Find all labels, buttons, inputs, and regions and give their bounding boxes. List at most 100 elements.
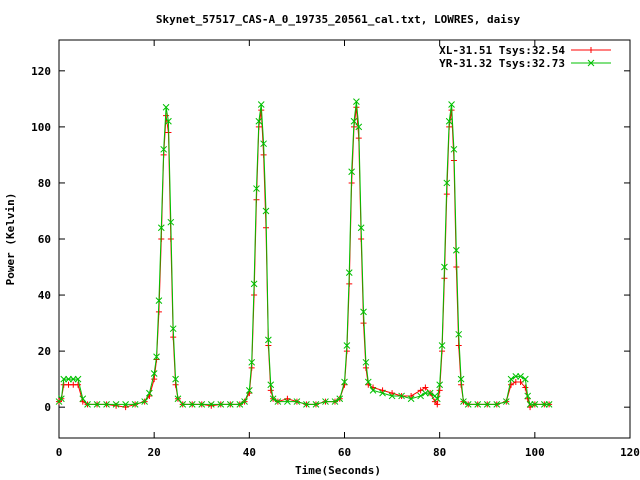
data-point bbox=[172, 375, 179, 383]
series-layer bbox=[55, 98, 553, 411]
x-tick-label: 0 bbox=[56, 446, 63, 459]
data-point bbox=[438, 342, 446, 349]
data-point bbox=[167, 218, 175, 226]
data-point bbox=[389, 390, 396, 397]
data-point bbox=[526, 401, 534, 408]
data-point bbox=[250, 280, 258, 288]
data-point bbox=[217, 401, 225, 408]
data-point bbox=[122, 401, 129, 408]
data-point bbox=[141, 398, 149, 405]
data-point bbox=[303, 401, 310, 408]
data-point bbox=[448, 101, 455, 108]
data-point bbox=[545, 401, 553, 408]
data-point bbox=[150, 370, 158, 377]
data-point bbox=[341, 378, 348, 386]
data-point bbox=[131, 401, 139, 408]
data-point bbox=[474, 401, 482, 408]
data-point bbox=[522, 384, 529, 391]
data-point bbox=[517, 372, 524, 380]
legend-marker bbox=[587, 59, 595, 67]
data-point bbox=[245, 386, 253, 394]
data-point bbox=[336, 395, 344, 403]
data-point bbox=[364, 378, 372, 386]
data-point bbox=[407, 395, 415, 403]
data-point bbox=[265, 336, 272, 344]
data-point bbox=[436, 381, 444, 389]
data-point bbox=[155, 297, 163, 305]
legend-swatch-xl bbox=[571, 47, 611, 53]
data-point bbox=[79, 395, 87, 403]
data-point bbox=[179, 401, 187, 408]
data-point bbox=[369, 386, 377, 394]
data-point bbox=[75, 381, 82, 388]
data-point bbox=[153, 353, 160, 361]
data-point bbox=[357, 224, 365, 232]
data-point bbox=[426, 389, 434, 397]
y-tick-label: 80 bbox=[38, 177, 51, 190]
data-point bbox=[293, 398, 301, 405]
data-point bbox=[255, 117, 263, 125]
data-point bbox=[188, 401, 196, 408]
data-point bbox=[450, 145, 458, 153]
data-point bbox=[322, 398, 329, 405]
data-point bbox=[267, 387, 274, 394]
data-point bbox=[362, 358, 370, 366]
data-point bbox=[521, 375, 529, 383]
x-tick-label: 40 bbox=[243, 446, 256, 459]
data-point bbox=[379, 389, 386, 397]
x-axis-label: Time(Seconds) bbox=[295, 464, 381, 477]
data-point bbox=[253, 185, 260, 192]
series-yr bbox=[55, 98, 553, 408]
chart-title: Skynet_57517_CAS-A_0_19735_20561_cal.txt… bbox=[156, 13, 521, 26]
data-point bbox=[162, 103, 170, 111]
data-point bbox=[269, 395, 277, 403]
data-point bbox=[531, 401, 539, 408]
data-point bbox=[353, 98, 360, 106]
data-point bbox=[60, 375, 68, 383]
y-tick-label: 100 bbox=[31, 121, 51, 134]
data-point bbox=[284, 398, 291, 405]
data-point bbox=[502, 398, 510, 405]
data-point bbox=[379, 387, 386, 394]
x-tick-label: 120 bbox=[620, 446, 640, 459]
data-point bbox=[422, 384, 429, 391]
data-point bbox=[331, 398, 339, 405]
data-point bbox=[398, 392, 405, 400]
data-point bbox=[241, 398, 248, 405]
data-point bbox=[84, 401, 91, 408]
data-point bbox=[460, 398, 467, 405]
y-tick-label: 60 bbox=[38, 233, 51, 246]
series-line bbox=[58, 101, 550, 405]
y-tick-label: 40 bbox=[38, 289, 51, 302]
data-point bbox=[248, 358, 256, 366]
data-point bbox=[434, 401, 441, 408]
data-point bbox=[348, 168, 355, 176]
data-point bbox=[483, 401, 491, 408]
data-point bbox=[312, 401, 320, 408]
data-point bbox=[445, 117, 453, 125]
data-point bbox=[267, 381, 275, 389]
data-point bbox=[433, 395, 441, 403]
data-point bbox=[160, 145, 168, 153]
data-point bbox=[457, 375, 465, 383]
data-point bbox=[146, 389, 153, 397]
x-tick-label: 60 bbox=[338, 446, 351, 459]
data-point bbox=[441, 263, 448, 271]
legend-label-xl: XL-31.51 Tsys:32.54 bbox=[439, 44, 565, 57]
data-point bbox=[58, 395, 65, 403]
data-point bbox=[169, 325, 177, 333]
data-point bbox=[198, 401, 206, 408]
y-tick-label: 0 bbox=[44, 401, 51, 414]
data-point bbox=[345, 269, 353, 276]
data-point bbox=[524, 392, 532, 400]
data-point bbox=[122, 404, 129, 411]
data-point bbox=[464, 401, 472, 408]
data-point bbox=[452, 246, 460, 254]
series-line bbox=[58, 107, 550, 408]
data-point bbox=[226, 401, 234, 408]
legend-swatch-yr bbox=[571, 59, 611, 67]
legend-marker bbox=[588, 47, 594, 53]
x-tick-label: 20 bbox=[148, 446, 161, 459]
data-point bbox=[436, 387, 443, 394]
